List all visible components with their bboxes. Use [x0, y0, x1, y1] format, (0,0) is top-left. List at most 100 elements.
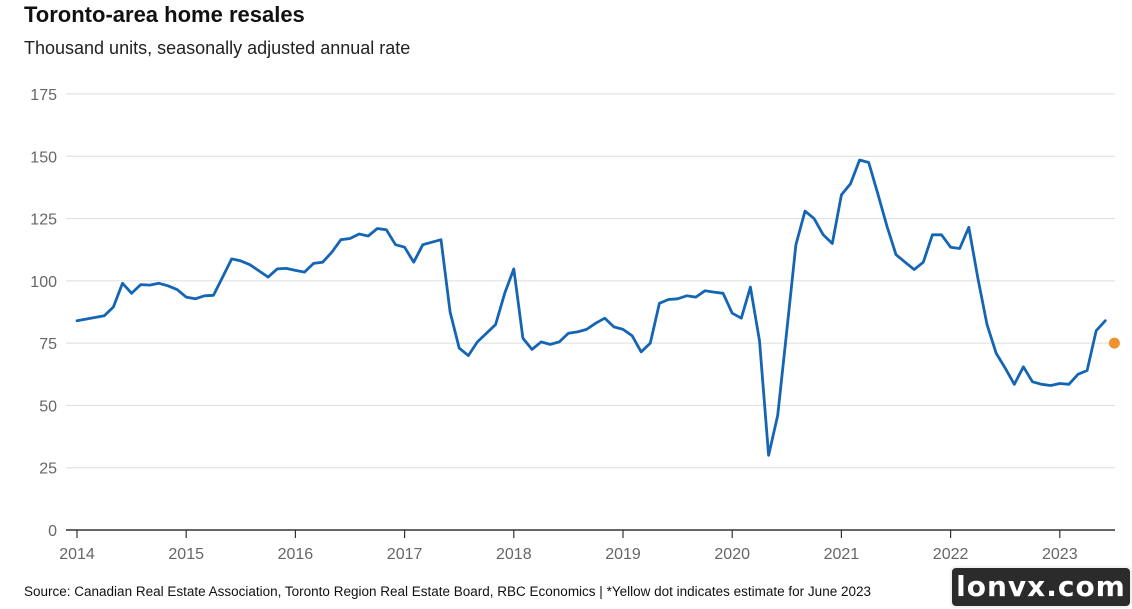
data-point — [704, 290, 706, 292]
data-point — [1050, 384, 1052, 386]
data-point — [476, 341, 478, 343]
data-point — [358, 233, 360, 235]
data-point — [376, 227, 378, 229]
data-point — [312, 262, 314, 264]
data-point — [294, 269, 296, 271]
data-point — [758, 340, 760, 342]
data-point — [422, 244, 424, 246]
x-tick-label: 2016 — [278, 546, 314, 563]
data-point — [822, 234, 824, 236]
data-point — [449, 311, 451, 313]
data-point — [531, 348, 533, 350]
data-point — [149, 284, 151, 286]
data-point — [858, 159, 860, 161]
watermark-logo: lonvx.com — [950, 566, 1132, 608]
y-axis-ticks: 0 25 50 75 100 125 150 175 — [30, 87, 57, 540]
data-point — [167, 285, 169, 287]
data-point — [1013, 383, 1015, 385]
data-point — [203, 295, 205, 297]
y-tick-label: 150 — [30, 149, 57, 166]
data-point — [595, 322, 597, 324]
data-point — [686, 295, 688, 297]
data-point — [112, 306, 114, 308]
data-point — [695, 296, 697, 298]
data-point — [767, 454, 769, 456]
data-point — [349, 237, 351, 239]
data-point — [986, 323, 988, 325]
estimate-point — [1108, 337, 1120, 349]
x-tick-label: 2018 — [496, 546, 532, 563]
data-point — [849, 183, 851, 185]
data-point — [285, 267, 287, 269]
data-point — [322, 261, 324, 263]
data-point — [212, 294, 214, 296]
data-point — [804, 210, 806, 212]
data-point — [431, 241, 433, 243]
y-tick-label: 125 — [30, 212, 57, 229]
data-point — [613, 326, 615, 328]
data-point — [795, 244, 797, 246]
data-point — [1004, 367, 1006, 369]
y-tick-label: 25 — [39, 461, 57, 478]
data-point — [667, 298, 669, 300]
data-point — [485, 332, 487, 334]
data-point — [121, 282, 123, 284]
x-axis-ticks: 2014 2015 2016 2017 2018 2019 2020 2021 2022 2023 — [59, 530, 1078, 563]
data-point — [549, 343, 551, 345]
data-point — [904, 261, 906, 263]
data-point — [231, 258, 233, 260]
data-point — [1022, 366, 1024, 368]
data-point — [576, 331, 578, 333]
data-point — [1068, 383, 1070, 385]
data-point — [895, 254, 897, 256]
data-point — [1059, 382, 1061, 384]
chart-title: Toronto-area home resales — [24, 2, 305, 27]
data-point — [713, 291, 715, 293]
data-point — [504, 292, 506, 294]
y-tick-label: 50 — [39, 398, 57, 415]
y-tick-label: 0 — [48, 523, 57, 540]
data-point — [968, 226, 970, 228]
data-point — [722, 292, 724, 294]
data-point — [931, 234, 933, 236]
data-point — [631, 335, 633, 337]
data-point — [949, 246, 951, 248]
data-point — [103, 315, 105, 317]
data-point — [540, 341, 542, 343]
data-point — [940, 234, 942, 236]
data-point — [877, 193, 879, 195]
data-point — [413, 261, 415, 263]
data-point — [221, 276, 223, 278]
data-point — [585, 328, 587, 330]
data-point — [831, 242, 833, 244]
data-point — [604, 317, 606, 319]
x-tick-label: 2017 — [387, 546, 423, 563]
data-point — [403, 246, 405, 248]
data-point — [1077, 373, 1079, 375]
y-tick-label: 75 — [39, 336, 57, 353]
data-point — [622, 328, 624, 330]
data-point — [276, 268, 278, 270]
x-tick-label: 2021 — [824, 546, 860, 563]
data-point — [868, 161, 870, 163]
data-point — [258, 270, 260, 272]
data-point — [658, 302, 660, 304]
data-point — [367, 235, 369, 237]
y-tick-label: 100 — [30, 274, 57, 291]
data-point — [922, 261, 924, 263]
data-point — [76, 320, 78, 322]
data-point — [567, 332, 569, 334]
data-point — [777, 414, 779, 416]
data-point — [522, 337, 524, 339]
series-layer — [75, 158, 1120, 457]
data-point — [267, 276, 269, 278]
data-point — [140, 283, 142, 285]
resales-line — [75, 158, 1107, 457]
data-point — [185, 296, 187, 298]
x-tick-label: 2019 — [605, 546, 641, 563]
data-point — [649, 342, 651, 344]
data-point — [513, 268, 515, 270]
x-tick-label: 2015 — [168, 546, 204, 563]
x-tick-label: 2022 — [933, 546, 969, 563]
